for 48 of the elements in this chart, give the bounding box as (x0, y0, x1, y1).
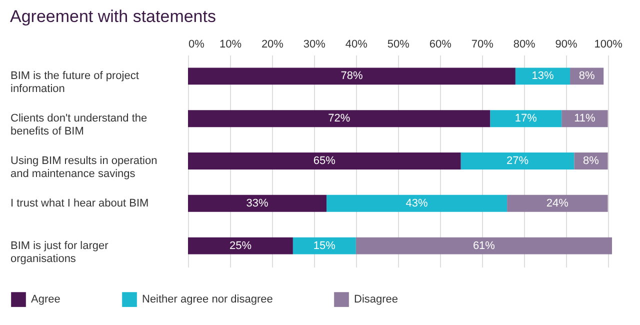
bar (188, 68, 516, 85)
x-tick-label: 30% (303, 38, 326, 50)
x-tick-label: 10% (219, 38, 242, 50)
x-tick-label: 80% (513, 38, 536, 50)
data-label: 11% (574, 112, 596, 125)
bar (562, 110, 608, 128)
data-label: 17% (514, 112, 538, 125)
data-label: 72% (328, 112, 350, 125)
bar (188, 237, 293, 254)
legend-label: Disagree (354, 294, 398, 306)
y-tick-label: Using BIM results in operation and maintenance savings (10, 155, 158, 180)
legend-label: Agree (31, 294, 60, 306)
chart-title: Agreement with statements (10, 7, 216, 26)
data-label: 33% (246, 197, 268, 210)
x-tick-label: 60% (429, 38, 452, 50)
bar (515, 68, 570, 85)
data-label: 27% (506, 155, 529, 167)
bar (188, 194, 327, 212)
data-label: 61% (472, 240, 496, 252)
bar (188, 152, 461, 170)
data-label: 25% (229, 240, 252, 252)
legend-label: Neither agree nor disagree (142, 294, 273, 306)
y-tick-label: Clients don't understand the benefits of BIM (10, 112, 148, 138)
bar (292, 237, 356, 254)
data-label: 43% (406, 197, 428, 210)
bar (188, 110, 490, 128)
data-label: 8% (583, 155, 600, 167)
y-tick-label: BIM is just for larger organisations (10, 240, 109, 265)
x-tick-label: 70% (471, 38, 494, 50)
bar (507, 194, 608, 212)
x-tick-label: 50% (387, 38, 410, 50)
bar (490, 110, 562, 128)
x-tick-label: 90% (555, 38, 578, 50)
y-tick-label: BIM is the future of project information (10, 70, 139, 96)
x-tick-label: 100% (594, 38, 623, 50)
bar (460, 152, 574, 170)
x-tick-label: 0% (188, 38, 205, 50)
data-label: 65% (313, 155, 336, 167)
y-tick-label: I trust what I hear about BIM (10, 197, 149, 210)
data-label: 24% (546, 197, 569, 210)
x-tick-label: 20% (261, 38, 284, 50)
data-label: 8% (578, 70, 595, 82)
x-tick-label: 40% (345, 38, 368, 50)
data-label: 78% (340, 70, 363, 82)
bar (326, 194, 508, 212)
data-label: 13% (532, 70, 554, 82)
bar (356, 237, 612, 254)
data-label: 15% (313, 240, 336, 252)
